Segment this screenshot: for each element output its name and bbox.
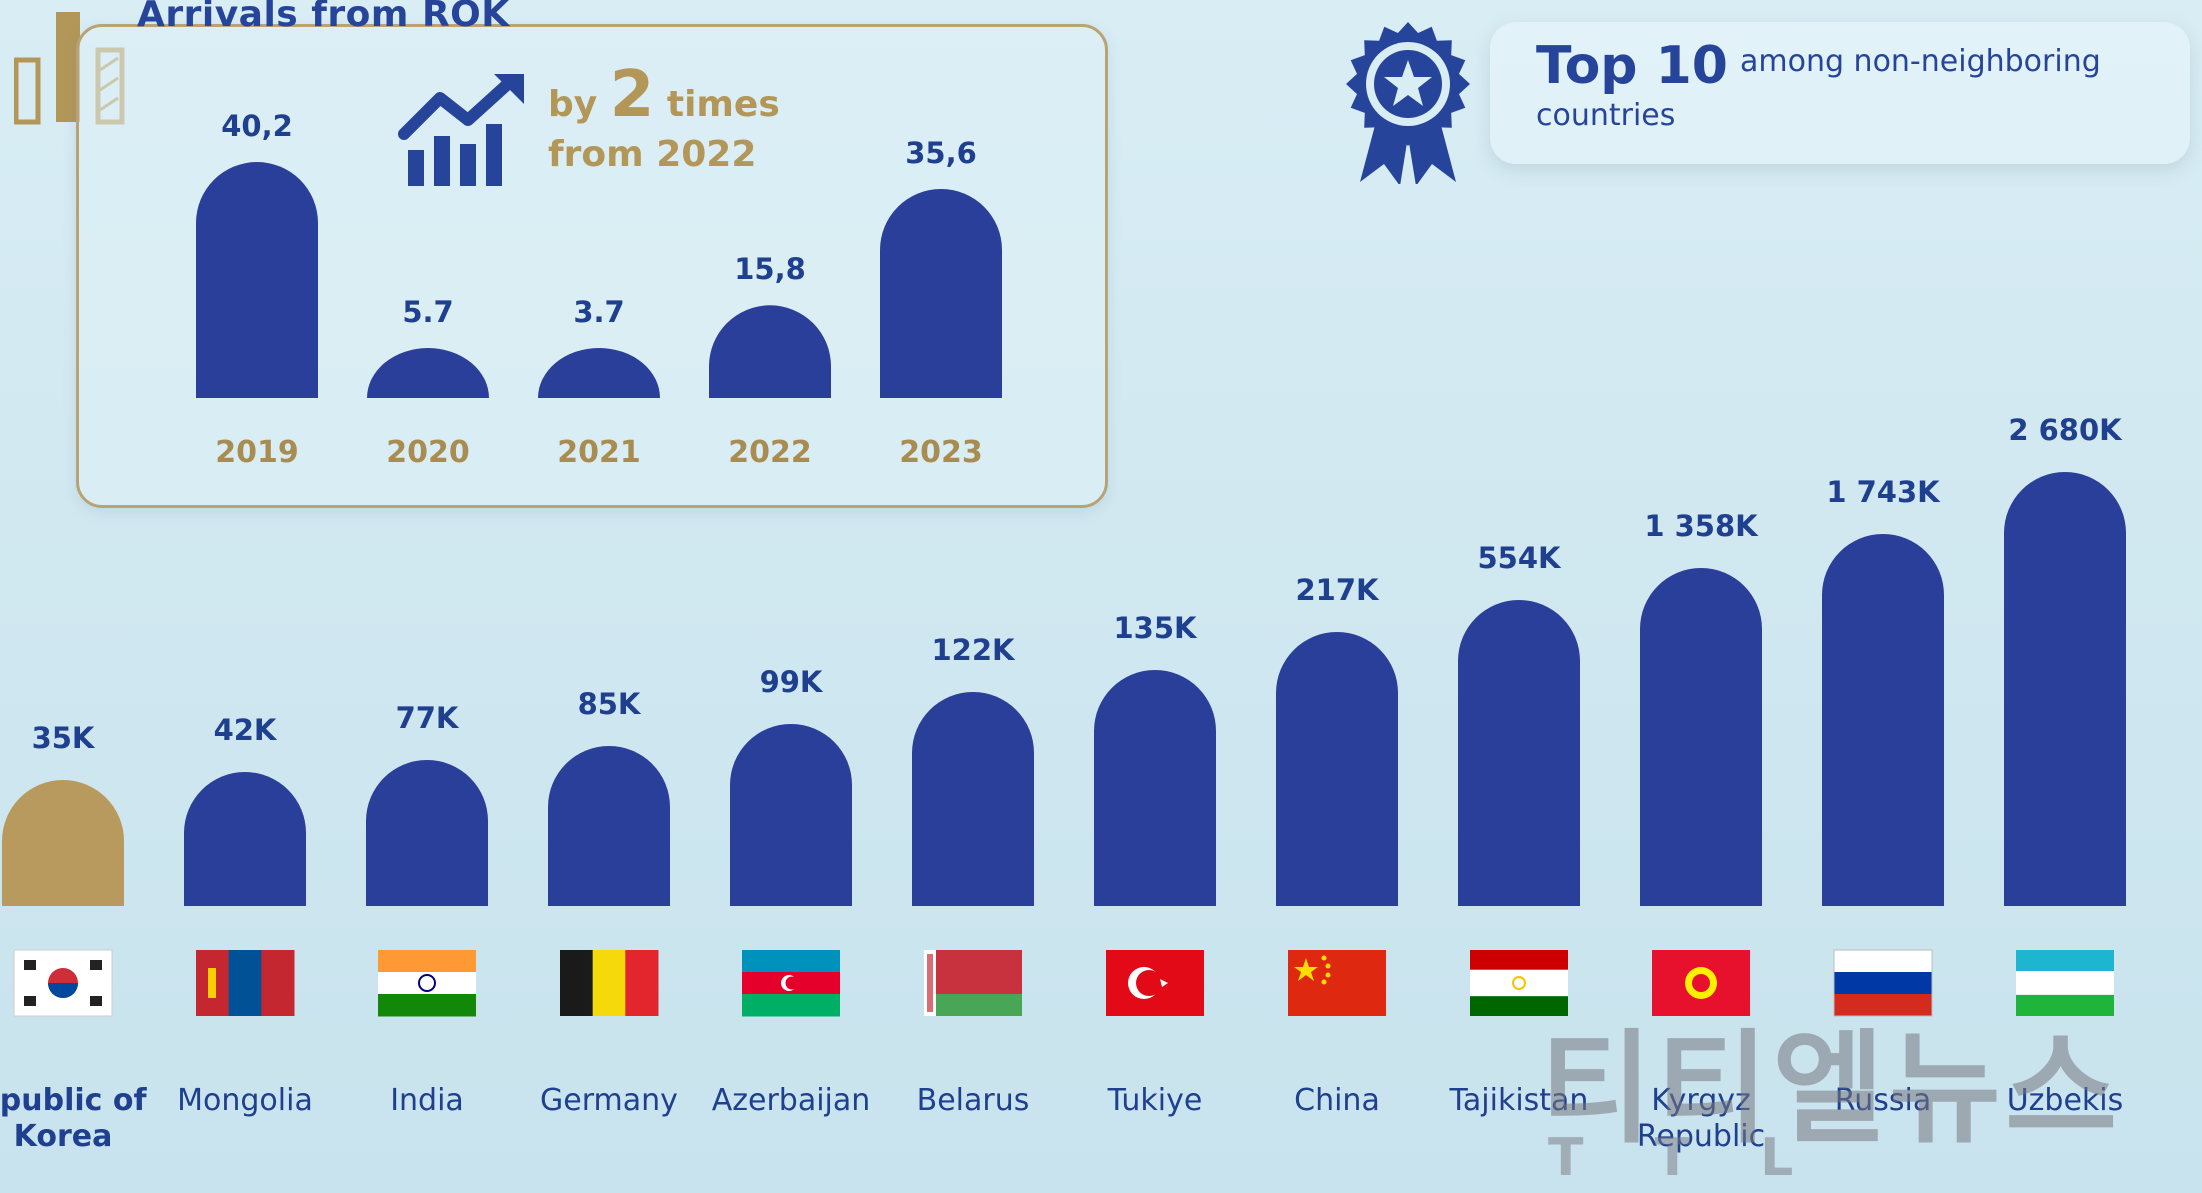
country-label: Mongolia — [177, 1083, 313, 1118]
top10-subtitle-line2: countries — [1536, 98, 1676, 133]
country-value-label: 1 358K — [1644, 509, 1759, 543]
country-bar — [912, 692, 1034, 906]
top10-heading: Top 10 — [1536, 36, 1728, 96]
watermark-text: 티티엘뉴스 — [1540, 1018, 2122, 1160]
inset-value-label: 35,6 — [905, 136, 977, 170]
country-value-label: 42K — [214, 713, 278, 747]
country-value-label: 77K — [396, 701, 460, 735]
india-flag-icon — [378, 950, 476, 1017]
country-bar — [548, 746, 670, 906]
inset-year-label: 2019 — [215, 435, 299, 470]
inset-year-label: 2021 — [557, 435, 641, 470]
country-bar — [2004, 472, 2126, 906]
turkey-flag-icon — [1106, 950, 1204, 1016]
inset-value-label: 15,8 — [734, 252, 806, 286]
azerbaijan-flag-icon — [742, 950, 840, 1017]
belarus-flag-icon — [924, 950, 1022, 1016]
country-value-label: 217K — [1295, 573, 1380, 607]
award-rosette-icon — [1346, 22, 1470, 184]
country-label: Tukiye — [1107, 1083, 1203, 1118]
mongolia-flag-icon — [196, 950, 295, 1016]
inset-year-label: 2023 — [899, 435, 983, 470]
country-label: Belarus — [917, 1083, 1030, 1118]
inset-value-label: 3.7 — [573, 295, 624, 329]
inset-bar — [709, 305, 831, 398]
country-label: India — [390, 1083, 464, 1118]
country-bar — [2, 780, 124, 906]
growth-by: by — [548, 84, 598, 125]
country-label: Russia — [1835, 1083, 1932, 1118]
growth-annotation: by 2 times from 2022 — [548, 63, 780, 176]
country-value-label: 2 680K — [2008, 413, 2123, 447]
country-label: Uzbekis — [2007, 1083, 2124, 1118]
russia-flag-icon — [1833, 949, 1933, 1017]
country-value-label: 554K — [1477, 541, 1562, 575]
country-label: Korea — [14, 1119, 113, 1154]
country-bar — [1094, 670, 1216, 906]
country-value-label: 85K — [578, 687, 642, 721]
inset-bar — [196, 162, 318, 398]
growth-from: from 2022 — [548, 134, 757, 175]
country-label: Germany — [540, 1083, 678, 1118]
top10-card — [1490, 22, 2190, 164]
top10-subtitle: among non-neighboring — [1740, 44, 2101, 79]
south-korea-flag-icon — [13, 949, 113, 1017]
inset-bar-chart: 40,2 2019 5.7 2020 3.7 2021 15,8 2022 35,6 2023 — [196, 109, 1002, 470]
country-bar — [366, 760, 488, 906]
tajikistan-flag-icon — [1470, 950, 1568, 1016]
inset-year-label: 2022 — [728, 435, 812, 470]
watermark-sub: TTL — [1548, 1128, 1864, 1188]
country-bar — [1276, 632, 1398, 906]
country-label: epublic of — [0, 1083, 148, 1118]
country-label: Republic — [1637, 1119, 1765, 1154]
country-value-label: 35K — [32, 721, 96, 755]
belgium-style-flag-icon — [560, 950, 659, 1016]
inset-bar — [367, 348, 489, 398]
growth-times: times — [666, 84, 780, 125]
country-value-label: 135K — [1113, 611, 1198, 645]
country-value-label: 122K — [931, 633, 1016, 667]
kyrgyzstan-flag-icon — [1652, 950, 1750, 1016]
country-bar — [184, 772, 306, 906]
country-label: Kyrgyz — [1651, 1083, 1751, 1118]
inset-bar — [880, 189, 1002, 398]
country-bar — [1640, 568, 1762, 906]
inset-title: Arrivals from ROK — [137, 0, 510, 35]
country-label: Azerbaijan — [712, 1083, 871, 1118]
country-bar — [730, 724, 852, 906]
country-value-label: 1 743K — [1826, 475, 1941, 509]
country-bar — [1822, 534, 1944, 906]
trend-up-icon — [398, 74, 524, 186]
inset-bar — [538, 348, 660, 398]
country-label: Tajikistan — [1449, 1083, 1589, 1118]
china-flag-icon — [1288, 950, 1386, 1016]
country-value-label: 99K — [760, 665, 824, 699]
inset-value-label: 40,2 — [221, 109, 293, 143]
country-bar — [1458, 600, 1580, 906]
inset-value-label: 5.7 — [402, 295, 453, 329]
uzbekistan-flag-icon — [2016, 950, 2114, 1016]
inset-year-label: 2020 — [386, 435, 470, 470]
growth-factor: 2 — [609, 58, 655, 132]
country-label: China — [1294, 1083, 1380, 1118]
